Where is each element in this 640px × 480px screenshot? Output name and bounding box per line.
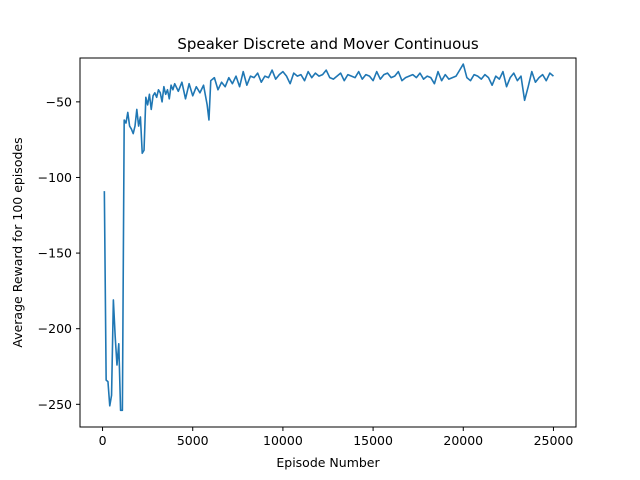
- y-tick-label: −150: [38, 246, 72, 261]
- plot-frame: [79, 57, 577, 428]
- y-tick-label: −100: [38, 170, 72, 185]
- y-tick-label: −250: [38, 397, 72, 412]
- x-tick-label: 15000: [353, 433, 393, 448]
- x-axis-label: Episode Number: [276, 455, 380, 470]
- y-axis-label: Average Reward for 100 episodes: [10, 137, 25, 347]
- y-tick-label: −50: [46, 94, 72, 109]
- x-tick-label: 25000: [534, 433, 574, 448]
- y-axis: −250 −200 −150 −100 −50: [38, 94, 80, 412]
- chart-title: Speaker Discrete and Mover Continuous: [177, 35, 479, 53]
- x-tick-label: 0: [99, 433, 107, 448]
- x-tick-label: 5000: [177, 433, 209, 448]
- x-tick-label: 10000: [263, 433, 303, 448]
- y-tick-label: −200: [38, 321, 72, 336]
- x-axis: 0 5000 10000 15000 20000 25000: [99, 427, 574, 448]
- x-tick-label: 20000: [443, 433, 483, 448]
- series-line: [103, 63, 554, 412]
